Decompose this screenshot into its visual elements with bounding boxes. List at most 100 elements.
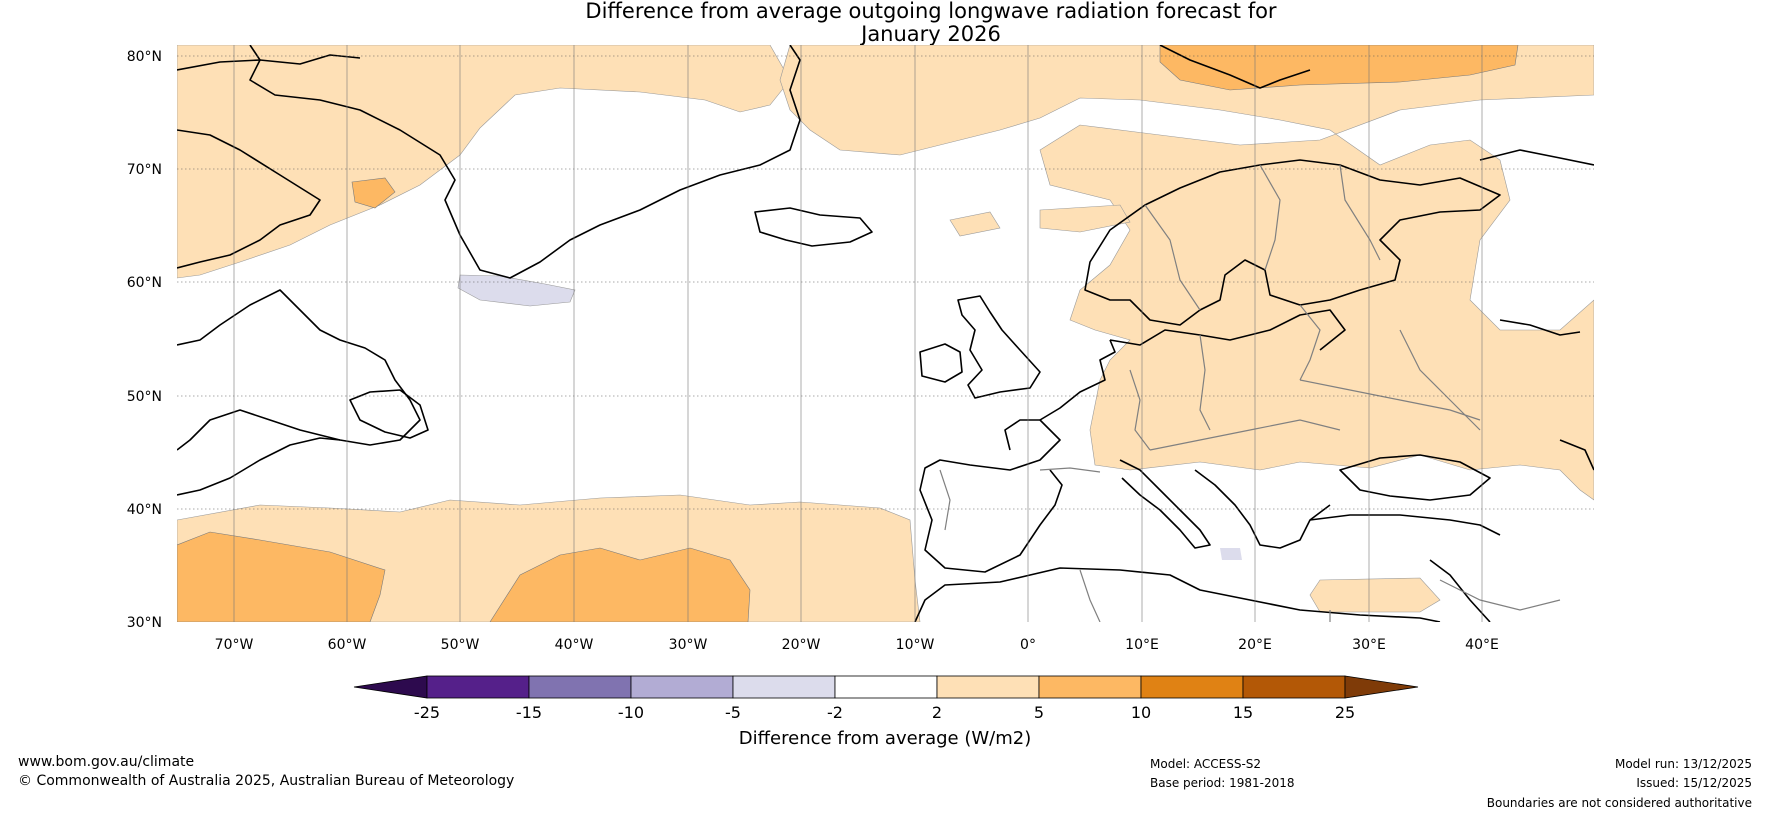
colorbar-segments (353, 675, 1419, 699)
border-finland-russia (1339, 164, 1381, 261)
border-baltics (1299, 304, 1321, 381)
colorbar-segment-2 (528, 675, 632, 699)
anomaly-region-subtropical-west (177, 531, 386, 622)
colorbar-tick-3: -5 (725, 703, 741, 722)
colorbar-tick-8: 15 (1233, 703, 1253, 722)
coast-turkey (1309, 514, 1501, 536)
map: 80°N 70°N 60°N 50°N 40°N 30°N 70°W 60°W … (127, 45, 1594, 653)
border-spain-portugal (939, 469, 951, 531)
anomaly-region-subtropical-central (489, 547, 751, 622)
coastlines (177, 45, 1594, 622)
coast-black-sea (1339, 454, 1491, 501)
lon-label-20w: 20°W (782, 637, 821, 653)
colorbar-tick-5: 2 (932, 703, 942, 722)
colorbar-segment-3 (630, 675, 734, 699)
coast-svalbard (1159, 45, 1311, 89)
map-area (177, 45, 1594, 622)
footer-disclaimer: Boundaries are not considered authoritat… (1486, 796, 1752, 810)
coast-ellesmere (177, 54, 361, 71)
footer-website: www.bom.gov.au/climate (18, 754, 195, 770)
lat-label-60: 60°N (127, 275, 162, 291)
lon-label-10e: 10°E (1125, 637, 1159, 653)
coast-red-sea (1429, 559, 1491, 622)
lon-label-40w: 40°W (555, 637, 594, 653)
coast-norway-sweden-finland (1084, 159, 1501, 326)
coast-iceland (754, 207, 873, 247)
coast-nova-scotia (177, 437, 341, 496)
border-france-germany (1129, 369, 1151, 451)
anomaly-patch-north-sea (949, 211, 1001, 237)
lon-labels: 70°W 60°W 50°W 40°W 30°W 20°W 10°W 0° 10… (215, 637, 1499, 653)
border-germany-poland (1199, 334, 1211, 431)
colorbar-tick-6: 5 (1034, 703, 1044, 722)
colorbar-tick-9: 25 (1335, 703, 1355, 722)
lon-label-50w: 50°W (441, 637, 480, 653)
lon-label-10w: 10°W (896, 637, 935, 653)
colorbar-extend-low (353, 675, 428, 699)
lon-label-30e: 30°E (1352, 637, 1386, 653)
colorbar-segment-8 (1140, 675, 1244, 699)
coast-labrador (177, 289, 421, 451)
lon-label-70w: 70°W (215, 637, 254, 653)
footer-copyright: © Commonwealth of Australia 2025, Austra… (18, 773, 515, 789)
colorbar-tick-4: -2 (827, 703, 843, 722)
coast-greenland (249, 45, 801, 279)
border-central-europe (1149, 419, 1341, 451)
coast-balkans-greece (1194, 469, 1331, 549)
anomaly-patch-baffin (351, 177, 396, 209)
colorbar-tick-7: 10 (1131, 703, 1151, 722)
border-russia-ukraine (1399, 329, 1481, 431)
footer-base-period: Base period: 1981-2018 (1150, 776, 1295, 790)
coast-baltic-europe (1109, 309, 1346, 351)
anomaly-patch-atlantic (1039, 204, 1131, 233)
lat-label-70: 70°N (127, 162, 162, 178)
anomaly-region-north-atlantic-europe (779, 45, 1594, 501)
coast-baffin-island (177, 129, 321, 269)
lon-label-20e: 20°E (1238, 637, 1272, 653)
lon-label-60w: 60°W (328, 637, 367, 653)
gridlines (177, 55, 1594, 510)
anomaly-region-eastern-mediterranean (1309, 577, 1441, 613)
coast-western-europe (1039, 339, 1116, 421)
coast-newfoundland (349, 389, 429, 439)
coast-ireland (919, 343, 963, 383)
colorbar-segment-5 (834, 675, 938, 699)
colorbar-tick-1: -15 (516, 703, 542, 722)
border-sweden-finland (1259, 164, 1281, 271)
coast-iberia (919, 419, 1063, 573)
colorbar-segment-9 (1242, 675, 1346, 699)
country-borders (939, 164, 1561, 622)
coast-russia-arctic (1499, 319, 1581, 336)
colorbar-tick-0: -25 (414, 703, 440, 722)
title-line-1: Difference from average outgoing longwav… (585, 0, 1277, 23)
lat-label-50: 50°N (127, 389, 162, 405)
colorbar-ticks: -25 -15 -10 -5 -2 2 5 10 15 25 (414, 703, 1355, 722)
meridians (233, 45, 1483, 622)
colorbar-segment-1 (426, 675, 530, 699)
colorbar-segment-7 (1038, 675, 1142, 699)
border-north-africa (1079, 569, 1101, 622)
colorbar-label: Difference from average (W/m2) (738, 728, 1032, 749)
border-norway-sweden (1144, 204, 1201, 311)
colorbar-segment-6 (936, 675, 1040, 699)
coast-italy (1119, 459, 1211, 549)
footer-model: Model: ACCESS-S2 (1150, 757, 1262, 771)
footer-model-run: Model run: 13/12/2025 (1614, 757, 1752, 771)
coast-novaya-zemlya (1479, 149, 1594, 166)
lat-label-80: 80°N (127, 49, 162, 65)
footer-issued: Issued: 15/12/2025 (1636, 776, 1752, 790)
coast-britain (957, 295, 1041, 399)
lon-label-40e: 40°E (1465, 637, 1499, 653)
lat-label-40: 40°N (127, 502, 162, 518)
coast-north-africa (914, 567, 1441, 622)
anomaly-5-to-10-layer (177, 45, 1519, 622)
lon-label-0: 0° (1020, 637, 1036, 653)
lat-labels: 80°N 70°N 60°N 50°N 40°N 30°N (127, 49, 162, 631)
lon-label-30w: 30°W (669, 637, 708, 653)
colorbar-extend-high (1344, 675, 1419, 699)
border-ukraine (1299, 379, 1481, 421)
border-middle-east (1439, 579, 1561, 611)
lat-label-30: 30°N (127, 615, 162, 631)
border-france-spain (1039, 467, 1101, 473)
colorbar-segment-4 (732, 675, 836, 699)
